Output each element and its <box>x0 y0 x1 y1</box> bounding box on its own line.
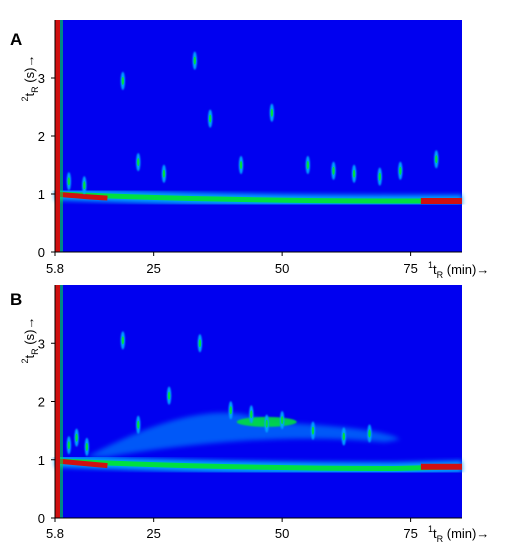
x-tick-label-A-0: 5.8 <box>46 261 64 276</box>
peak-core-A-3 <box>137 158 140 167</box>
x-tick-label-A-2: 50 <box>275 261 289 276</box>
x-tick-label-B-3: 75 <box>403 526 417 541</box>
peak-core-A-0 <box>67 177 71 186</box>
x-axis-label-B: 1tR (min)→ <box>428 524 489 544</box>
peak-core-B-3 <box>121 336 125 345</box>
peak-core-B-13 <box>368 429 371 438</box>
y-tick-label-A-2: 2 <box>38 129 45 144</box>
peak-core-B-5 <box>167 391 171 400</box>
panel-label-A: A <box>10 30 22 49</box>
y-axis-label-B: 2tR (s)→ <box>20 317 40 364</box>
peak-core-A-12 <box>378 172 381 181</box>
peak-core-A-5 <box>193 56 196 65</box>
peak-core-A-8 <box>270 108 274 117</box>
peak-core-B-7 <box>229 406 232 415</box>
y-tick-label-B-3: 3 <box>38 336 45 351</box>
x-tick-label-B-0: 5.8 <box>46 526 64 541</box>
peak-core-B-2 <box>85 442 89 451</box>
peak-core-B-6 <box>198 339 202 348</box>
x-tick-label-B-2: 50 <box>275 526 289 541</box>
y-tick-label-B-1: 1 <box>38 453 45 468</box>
y-tick-label-B-2: 2 <box>38 395 45 410</box>
x-tick-label-A-1: 25 <box>146 261 160 276</box>
peak-core-B-9 <box>265 419 268 428</box>
peak-core-A-14 <box>435 155 438 164</box>
panel-B: 0 1 2 3 5.8 25 50 75 B 1tR (min)→ 2tR (s)→ <box>10 285 489 544</box>
peak-core-B-0 <box>67 441 71 450</box>
plot-area-A <box>55 20 462 252</box>
peak-core-A-2 <box>121 76 125 85</box>
elevated-region <box>86 412 400 457</box>
solvent-front <box>55 285 60 518</box>
panel-A: 0 1 2 3 5.8 25 50 75 A 1tR (min)→ 2tR (s)→ <box>10 20 489 280</box>
panel-label-B: B <box>10 290 22 309</box>
solvent-front-edge <box>60 20 63 252</box>
peak-core-A-9 <box>306 161 310 169</box>
peak-core-A-13 <box>399 166 402 175</box>
peak-core-B-1 <box>75 433 78 442</box>
y-tick-label-A-3: 3 <box>38 71 45 86</box>
peak-core-B-11 <box>311 426 315 435</box>
peak-core-B-8 <box>250 410 253 419</box>
peak-core-A-11 <box>352 169 356 178</box>
peak-core-A-1 <box>83 181 86 190</box>
plot-area-B <box>55 285 462 518</box>
peak-core-B-12 <box>342 432 346 441</box>
x-tick-label-B-1: 25 <box>146 526 160 541</box>
peak-core-B-10 <box>280 416 284 425</box>
y-axis-label-A: 2tR (s)→ <box>20 55 40 102</box>
y-tick-label-A-1: 1 <box>38 187 45 202</box>
peak-core-B-4 <box>137 420 140 429</box>
peak-core-A-10 <box>332 166 335 175</box>
x-axis-label-A: 1tR (min)→ <box>428 260 489 280</box>
x-tick-label-A-3: 75 <box>403 261 417 276</box>
y-tick-label-B-0: 0 <box>38 511 45 526</box>
solvent-front <box>55 20 60 252</box>
y-tick-label-A-0: 0 <box>38 245 45 260</box>
peak-core-A-7 <box>239 161 243 169</box>
peak-core-A-4 <box>162 169 166 178</box>
peak-core-A-6 <box>208 114 212 123</box>
solvent-front-edge <box>60 285 63 518</box>
